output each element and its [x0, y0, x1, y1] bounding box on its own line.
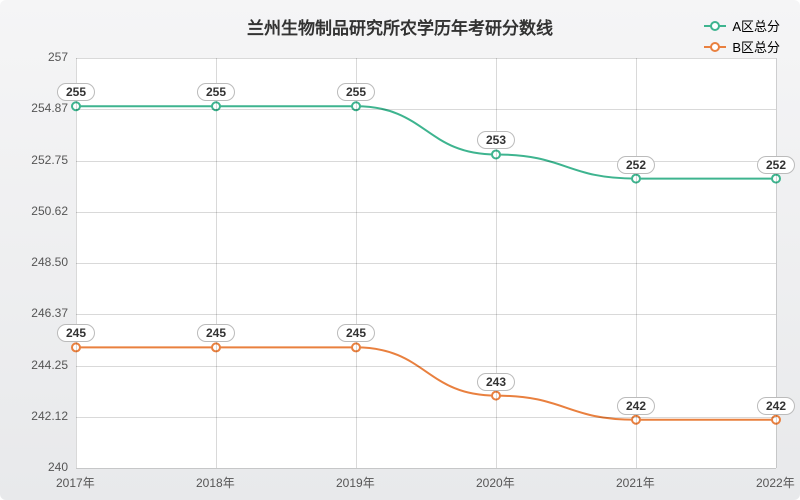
- chart-container: 兰州生物制品研究所农学历年考研分数线 A区总分 B区总分 255 255 255 253…: [0, 0, 800, 500]
- legend-label: A区总分: [732, 16, 780, 35]
- gridline-h: [76, 468, 776, 469]
- legend-swatch: [704, 25, 726, 27]
- gridline-h: [76, 314, 776, 315]
- data-label: 242: [757, 397, 795, 415]
- gridline-h: [76, 366, 776, 367]
- legend-swatch: [704, 46, 726, 48]
- data-label: 255: [197, 83, 235, 101]
- legend-label: B区总分: [732, 37, 780, 56]
- gridline-h: [76, 109, 776, 110]
- data-label: 255: [337, 83, 375, 101]
- x-axis-label: 2019年: [336, 474, 375, 491]
- x-axis-label: 2021年: [616, 474, 655, 491]
- data-label: 242: [617, 397, 655, 415]
- plot-area: 255255255253252252245245245243242242: [76, 58, 776, 468]
- legend-item: B区总分: [704, 37, 780, 56]
- y-axis-label: 242.12: [31, 409, 68, 423]
- x-axis-label: 2018年: [196, 474, 235, 491]
- legend-item: A区总分: [704, 16, 780, 35]
- legend: A区总分 B区总分: [704, 16, 780, 58]
- x-axis-label: 2022年: [756, 474, 795, 491]
- gridline-v: [496, 58, 497, 468]
- y-axis-label: 257: [48, 50, 68, 64]
- series-line: [76, 347, 776, 419]
- gridline-v: [356, 58, 357, 468]
- data-label: 245: [57, 324, 95, 342]
- y-axis-label: 248.50: [31, 255, 68, 269]
- x-axis-label: 2017年: [56, 474, 95, 491]
- data-label: 252: [617, 156, 655, 174]
- data-label: 243: [477, 373, 515, 391]
- gridline-h: [76, 212, 776, 213]
- y-axis-label: 254.87: [31, 101, 68, 115]
- data-label: 245: [337, 324, 375, 342]
- gridline-h: [76, 161, 776, 162]
- y-axis-label: 246.37: [31, 306, 68, 320]
- y-axis-label: 240: [48, 460, 68, 474]
- gridline-v: [76, 58, 77, 468]
- gridline-h: [76, 263, 776, 264]
- data-label: 255: [57, 83, 95, 101]
- y-axis-label: 250.62: [31, 204, 68, 218]
- data-label: 252: [757, 156, 795, 174]
- gridline-h: [76, 417, 776, 418]
- y-axis-label: 244.25: [31, 358, 68, 372]
- data-label: 253: [477, 131, 515, 149]
- gridline-v: [216, 58, 217, 468]
- gridline-h: [76, 58, 776, 59]
- data-label: 245: [197, 324, 235, 342]
- chart-title: 兰州生物制品研究所农学历年考研分数线: [0, 14, 800, 39]
- series-line: [76, 106, 776, 178]
- x-axis-label: 2020年: [476, 474, 515, 491]
- y-axis-label: 252.75: [31, 153, 68, 167]
